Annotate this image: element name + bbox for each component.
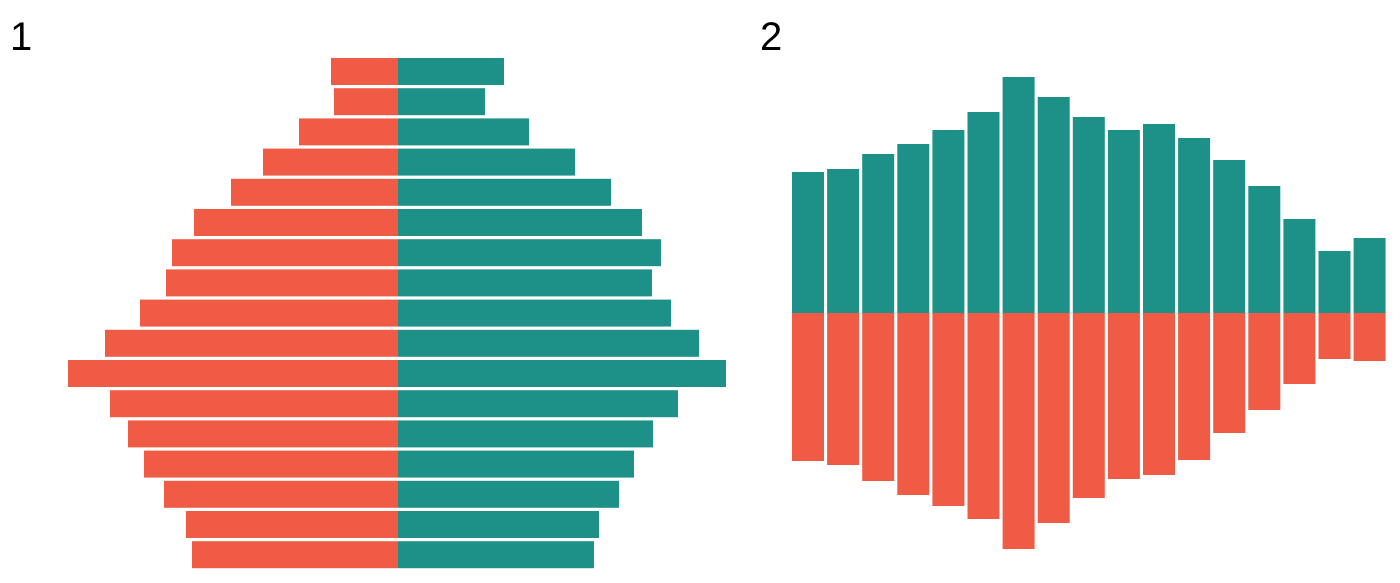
panel1-right-bar-1 [398, 58, 504, 85]
panel1-left-bar-11 [68, 360, 398, 387]
panel2-down-bar-14 [1248, 313, 1281, 410]
panel1-left-bar-12 [110, 390, 398, 418]
panel-2-diverging-column-chart [792, 77, 1386, 549]
panel1-left-bar-14 [144, 450, 398, 478]
panel1-left-bar-16 [186, 511, 398, 538]
panel2-down-bar-12 [1178, 313, 1211, 460]
panel-1-butterfly-chart [68, 58, 726, 569]
panel2-up-bar-7 [1002, 77, 1035, 313]
panel1-right-bar-5 [398, 178, 611, 206]
panel1-left-bar-7 [172, 239, 398, 267]
panel1-right-bar-3 [398, 118, 529, 146]
panel1-right-bar-4 [398, 148, 575, 176]
panel1-left-bar-15 [164, 480, 398, 508]
panel1-right-bar-15 [398, 480, 619, 508]
panel1-right-bar-10 [398, 329, 699, 357]
panel1-left-bar-1 [331, 58, 398, 85]
panel-label-1: 1 [10, 15, 32, 59]
panel1-left-bar-8 [166, 269, 398, 297]
panel1-right-bar-9 [398, 299, 671, 327]
panel2-down-bar-2 [827, 313, 860, 465]
panel1-left-bar-4 [263, 148, 398, 176]
panel2-up-bar-10 [1107, 130, 1140, 313]
panel1-left-bar-13 [128, 420, 398, 448]
panel2-up-bar-12 [1178, 138, 1211, 313]
panel1-right-bar-12 [398, 390, 678, 418]
panel2-up-bar-15 [1283, 219, 1316, 313]
panel1-right-bar-17 [398, 541, 594, 569]
panel2-up-bar-6 [967, 112, 1000, 313]
panel2-up-bar-8 [1037, 97, 1070, 313]
panel1-left-bar-6 [194, 209, 398, 236]
panel1-right-bar-16 [398, 511, 599, 538]
panel2-down-bar-8 [1037, 313, 1070, 523]
panel1-left-bar-9 [140, 299, 398, 327]
panel1-left-bar-2 [334, 88, 398, 116]
panel2-down-bar-15 [1283, 313, 1316, 384]
panel2-down-bar-16 [1318, 313, 1351, 359]
panel1-right-bar-7 [398, 239, 661, 267]
panel2-down-bar-11 [1143, 313, 1175, 475]
panel2-down-bar-17 [1353, 313, 1386, 361]
panel1-right-bar-14 [398, 450, 634, 478]
panel2-down-bar-6 [967, 313, 1000, 519]
panel2-down-bar-10 [1107, 313, 1140, 479]
panel2-down-bar-5 [932, 313, 965, 506]
panel1-right-bar-13 [398, 420, 653, 448]
panel2-up-bar-9 [1072, 117, 1105, 313]
panel-label-2: 2 [760, 15, 782, 59]
panel1-left-bar-17 [192, 541, 398, 569]
panel2-up-bar-5 [932, 130, 965, 313]
panel2-up-bar-2 [827, 169, 860, 313]
panel1-left-bar-3 [299, 118, 398, 146]
panel2-down-bar-13 [1213, 313, 1246, 433]
panel2-up-bar-3 [862, 154, 895, 313]
panel2-up-bar-4 [897, 144, 930, 313]
panel1-right-bar-2 [398, 88, 485, 116]
panel2-up-bar-17 [1353, 238, 1386, 313]
panel1-right-bar-11 [398, 360, 726, 387]
panel2-up-bar-14 [1248, 186, 1281, 313]
panel1-right-bar-8 [398, 269, 652, 297]
panel2-up-bar-16 [1318, 251, 1351, 313]
panel2-up-bar-13 [1213, 160, 1246, 313]
panel2-up-bar-11 [1143, 124, 1175, 313]
panel2-down-bar-4 [897, 313, 930, 495]
panel2-down-bar-1 [792, 313, 824, 461]
panel2-down-bar-3 [862, 313, 895, 481]
panel2-down-bar-9 [1072, 313, 1105, 498]
panel1-left-bar-10 [105, 329, 398, 357]
panel1-left-bar-5 [231, 178, 398, 206]
panel1-right-bar-6 [398, 209, 642, 236]
panel2-down-bar-7 [1002, 313, 1035, 549]
panel2-up-bar-1 [792, 172, 824, 313]
